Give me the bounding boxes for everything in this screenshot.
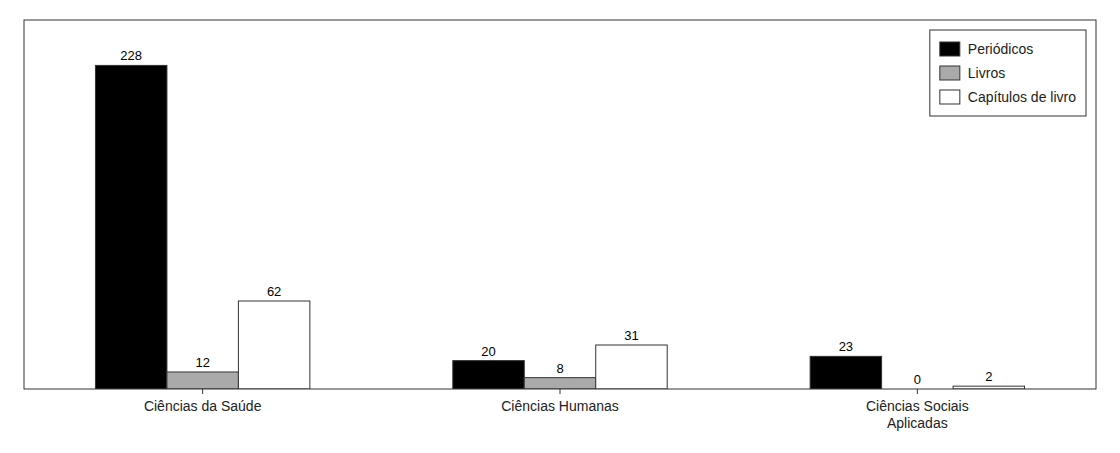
legend-label: Livros: [968, 65, 1005, 81]
legend-label: Capítulos de livro: [968, 89, 1076, 105]
bar: [810, 356, 881, 389]
bar: [524, 378, 595, 389]
x-tick-label: Ciências da Saúde: [144, 398, 262, 414]
bar: [95, 65, 166, 389]
data-label: 20: [481, 344, 495, 359]
chart-svg: 228 20 23 12 8 0 62 31 2 Ciências da Saúde Ciência…: [0, 0, 1120, 453]
chart-container: 228 20 23 12 8 0 62 31 2 Ciências da Saúde Ciência…: [0, 0, 1120, 453]
x-tick-label: Ciências SociaisAplicadas: [866, 398, 969, 431]
legend-box: [930, 30, 1086, 116]
x-tick: [202, 389, 203, 394]
legend-swatch: [940, 42, 960, 56]
x-tick-label: Ciências Humanas: [501, 398, 619, 414]
x-tick-label-line: Aplicadas: [887, 415, 948, 431]
bar: [453, 361, 524, 389]
data-label: 2: [985, 369, 992, 384]
data-label: 228: [120, 48, 142, 63]
data-label: 12: [195, 355, 209, 370]
data-label: 62: [267, 284, 281, 299]
bar: [238, 301, 309, 389]
data-label: 23: [839, 339, 853, 354]
legend-swatch: [940, 66, 960, 80]
data-labels: 228 20 23 12 8 0 62 31 2: [120, 48, 992, 387]
data-label: 8: [556, 361, 563, 376]
bar: [596, 345, 667, 389]
x-tick-label-line: Ciências Sociais: [866, 398, 969, 414]
plot-area: [95, 65, 1024, 389]
legend-label: Periódicos: [968, 41, 1033, 57]
legend-swatch: [940, 90, 960, 104]
x-tick: [917, 389, 918, 394]
bar: [167, 372, 238, 389]
data-label: 0: [914, 372, 921, 387]
legend: Periódicos Livros Capítulos de livro: [930, 30, 1086, 116]
x-tick: [560, 389, 561, 394]
x-tick-label-line: Ciências Humanas: [501, 398, 619, 414]
x-tick-label-line: Ciências da Saúde: [144, 398, 262, 414]
plot-frame: [24, 20, 1096, 389]
data-label: 31: [624, 328, 638, 343]
